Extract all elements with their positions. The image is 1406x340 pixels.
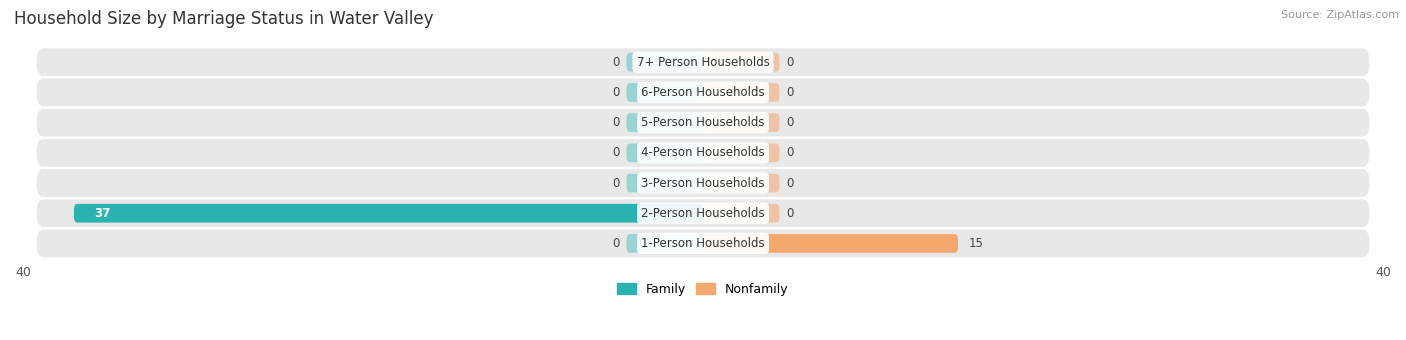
FancyBboxPatch shape bbox=[627, 174, 703, 192]
FancyBboxPatch shape bbox=[627, 53, 703, 72]
Text: 0: 0 bbox=[613, 56, 620, 69]
Legend: Family, Nonfamily: Family, Nonfamily bbox=[612, 278, 794, 301]
Text: 0: 0 bbox=[786, 56, 793, 69]
FancyBboxPatch shape bbox=[703, 83, 779, 102]
Text: 0: 0 bbox=[786, 176, 793, 189]
FancyBboxPatch shape bbox=[37, 199, 1369, 227]
FancyBboxPatch shape bbox=[703, 204, 779, 223]
FancyBboxPatch shape bbox=[627, 234, 703, 253]
Text: Household Size by Marriage Status in Water Valley: Household Size by Marriage Status in Wat… bbox=[14, 10, 433, 28]
Text: 0: 0 bbox=[786, 207, 793, 220]
Text: Source: ZipAtlas.com: Source: ZipAtlas.com bbox=[1281, 10, 1399, 20]
Text: 0: 0 bbox=[613, 116, 620, 129]
FancyBboxPatch shape bbox=[75, 204, 703, 223]
FancyBboxPatch shape bbox=[703, 234, 957, 253]
Text: 4-Person Households: 4-Person Households bbox=[641, 146, 765, 159]
FancyBboxPatch shape bbox=[37, 48, 1369, 76]
Text: 0: 0 bbox=[786, 116, 793, 129]
Text: 6-Person Households: 6-Person Households bbox=[641, 86, 765, 99]
Text: 0: 0 bbox=[613, 176, 620, 189]
FancyBboxPatch shape bbox=[703, 143, 779, 162]
Text: 2-Person Households: 2-Person Households bbox=[641, 207, 765, 220]
FancyBboxPatch shape bbox=[703, 53, 779, 72]
Text: 0: 0 bbox=[613, 146, 620, 159]
FancyBboxPatch shape bbox=[37, 169, 1369, 197]
FancyBboxPatch shape bbox=[627, 113, 703, 132]
Text: 7+ Person Households: 7+ Person Households bbox=[637, 56, 769, 69]
Text: 0: 0 bbox=[786, 146, 793, 159]
Text: 0: 0 bbox=[613, 86, 620, 99]
Text: 0: 0 bbox=[786, 86, 793, 99]
Text: 0: 0 bbox=[613, 237, 620, 250]
Text: 5-Person Households: 5-Person Households bbox=[641, 116, 765, 129]
FancyBboxPatch shape bbox=[627, 143, 703, 162]
FancyBboxPatch shape bbox=[37, 230, 1369, 257]
Text: 3-Person Households: 3-Person Households bbox=[641, 176, 765, 189]
FancyBboxPatch shape bbox=[37, 109, 1369, 137]
FancyBboxPatch shape bbox=[703, 174, 779, 192]
Text: 1-Person Households: 1-Person Households bbox=[641, 237, 765, 250]
FancyBboxPatch shape bbox=[627, 83, 703, 102]
Text: 15: 15 bbox=[969, 237, 983, 250]
Text: 37: 37 bbox=[94, 207, 111, 220]
FancyBboxPatch shape bbox=[37, 139, 1369, 167]
FancyBboxPatch shape bbox=[37, 79, 1369, 106]
FancyBboxPatch shape bbox=[703, 113, 779, 132]
